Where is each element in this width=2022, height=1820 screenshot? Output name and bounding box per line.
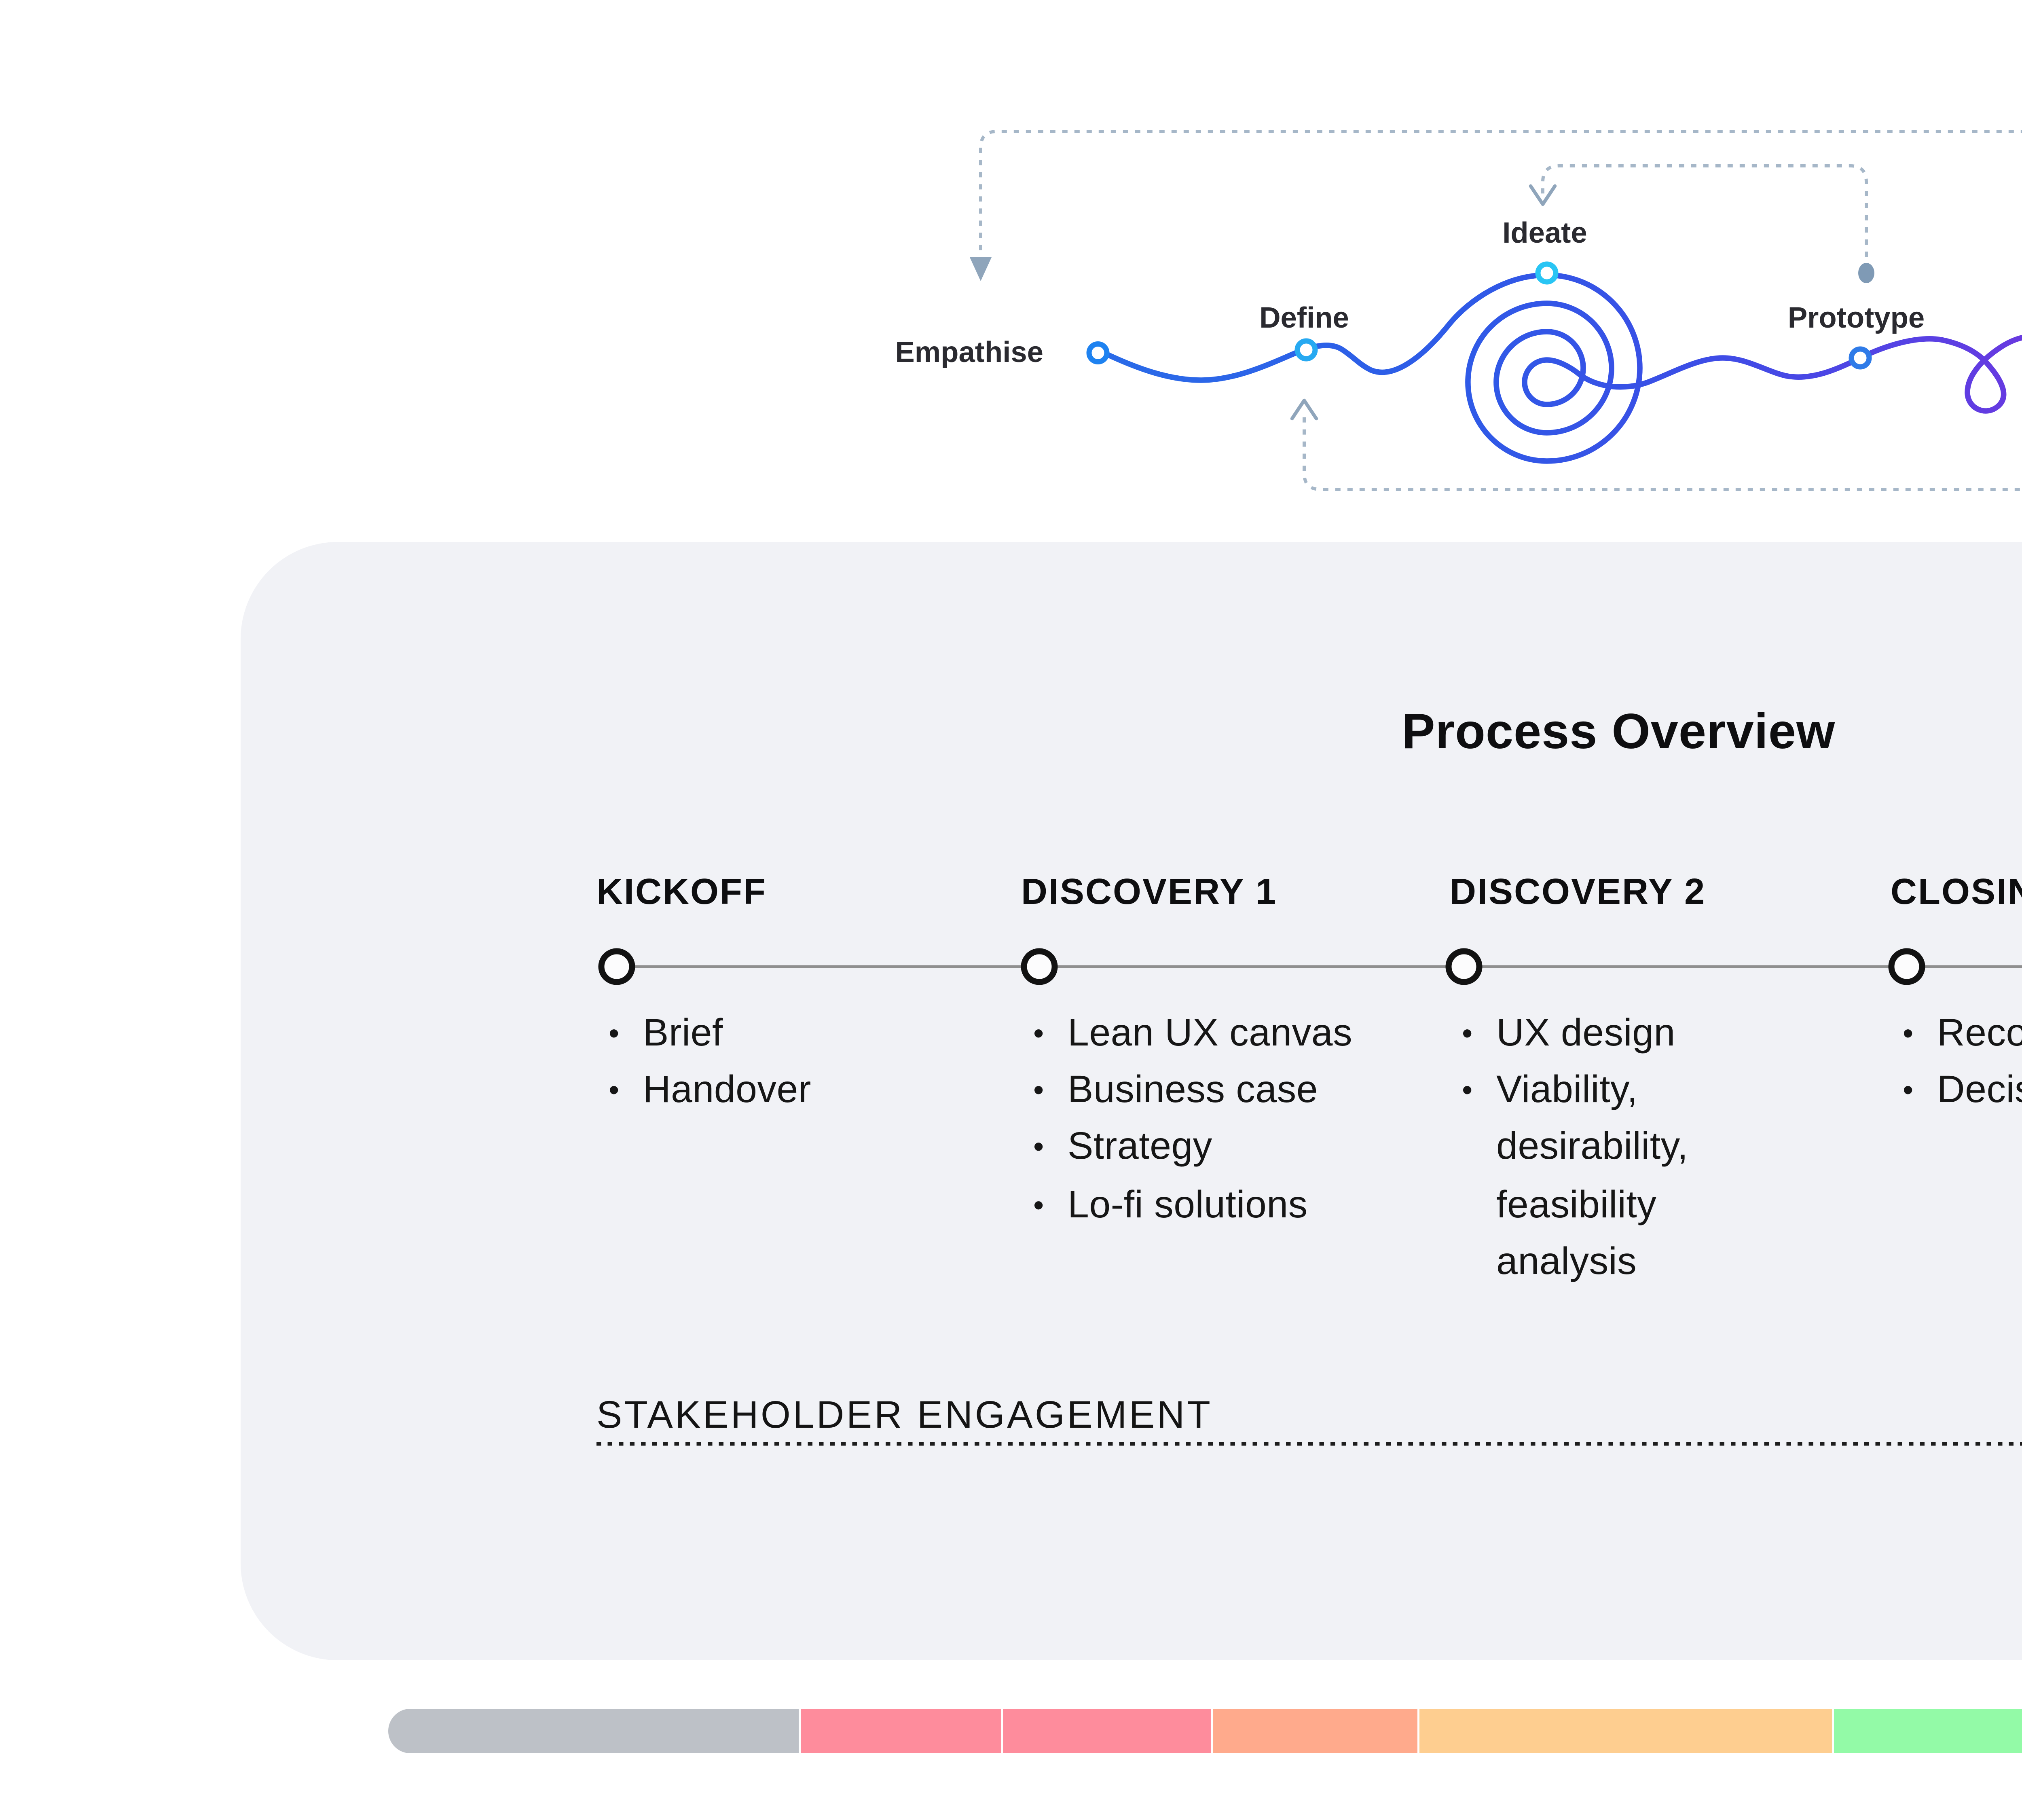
feedback-loop-test-to-empathise bbox=[979, 130, 2022, 257]
stakeholder-engagement-label: STAKEHOLDER ENGAGEMENT bbox=[596, 1395, 1213, 1438]
list-item: Lo-fi solutions bbox=[1021, 1178, 1415, 1236]
list-item: Strategy bbox=[1021, 1121, 1415, 1179]
footer-segment-pink-2 bbox=[1003, 1709, 1211, 1753]
stage-label-ideate: Ideate bbox=[1502, 216, 1587, 249]
node-define bbox=[1294, 338, 1318, 362]
node-ideate bbox=[1535, 261, 1559, 285]
footer-segment-pink-1 bbox=[801, 1709, 1001, 1753]
step-discovery-1: DISCOVERY 1 Lean UX canvas Business case… bbox=[1021, 872, 1415, 1236]
step-label: DISCOVERY 2 bbox=[1450, 872, 1706, 912]
step-kickoff: KICKOFF Brief Handover bbox=[596, 872, 991, 1122]
feedback-loop-prototype-to-ideate bbox=[1541, 164, 1868, 257]
node-empathise bbox=[1086, 341, 1110, 365]
step-label: KICKOFF bbox=[596, 872, 767, 912]
list-item: UX design bbox=[1450, 1007, 1717, 1064]
list-item: Brief bbox=[596, 1007, 991, 1064]
step-item-list: Brief Handover bbox=[596, 1007, 991, 1122]
footer-segment-salmon bbox=[1213, 1709, 1417, 1753]
connector-dot bbox=[1858, 263, 1874, 283]
footer-segment-sand bbox=[1419, 1709, 1832, 1753]
panel-title: Process Overview bbox=[1402, 706, 1836, 760]
list-item: Business case bbox=[1021, 1064, 1415, 1122]
arrowhead-down-chevron-icon bbox=[1529, 184, 1557, 206]
stage-label-define: Define bbox=[1259, 301, 1349, 334]
stage-label-empathise: Empathise bbox=[895, 336, 1043, 368]
list-item: Decision making bbox=[1891, 1064, 2022, 1122]
design-squiggle bbox=[1103, 272, 2022, 464]
list-item: Viability, desirability, feasibility ana… bbox=[1450, 1064, 1717, 1292]
step-label: DISCOVERY 1 bbox=[1021, 872, 1277, 912]
step-item-list: UX design Viability, desirability, feasi… bbox=[1450, 1007, 1717, 1292]
step-item-list: Lean UX canvas Business case Strategy Lo… bbox=[1021, 1007, 1415, 1236]
list-item: Handover bbox=[596, 1064, 991, 1122]
step-closing: CLOSING Recommendations Decision making bbox=[1891, 872, 2022, 1122]
list-item: Lean UX canvas bbox=[1021, 1007, 1415, 1064]
footer-segment-gray bbox=[388, 1709, 799, 1753]
arrowhead-up-chevron-icon bbox=[1290, 398, 1318, 421]
feedback-loop-test-to-define bbox=[1303, 417, 2022, 491]
list-item: Recommendations bbox=[1891, 1007, 2022, 1064]
step-label: CLOSING bbox=[1891, 872, 2022, 912]
footer-segment-green bbox=[1834, 1709, 2022, 1753]
stage-label-prototype: Prototype bbox=[1788, 301, 1925, 334]
step-item-list: Recommendations Decision making bbox=[1891, 1007, 2022, 1122]
step-discovery-2: DISCOVERY 2 UX design Viability, desirab… bbox=[1450, 872, 1717, 1292]
arrowhead-down-icon bbox=[969, 257, 992, 281]
footer-color-bar bbox=[388, 1709, 2022, 1753]
node-prototype bbox=[1849, 346, 1872, 370]
